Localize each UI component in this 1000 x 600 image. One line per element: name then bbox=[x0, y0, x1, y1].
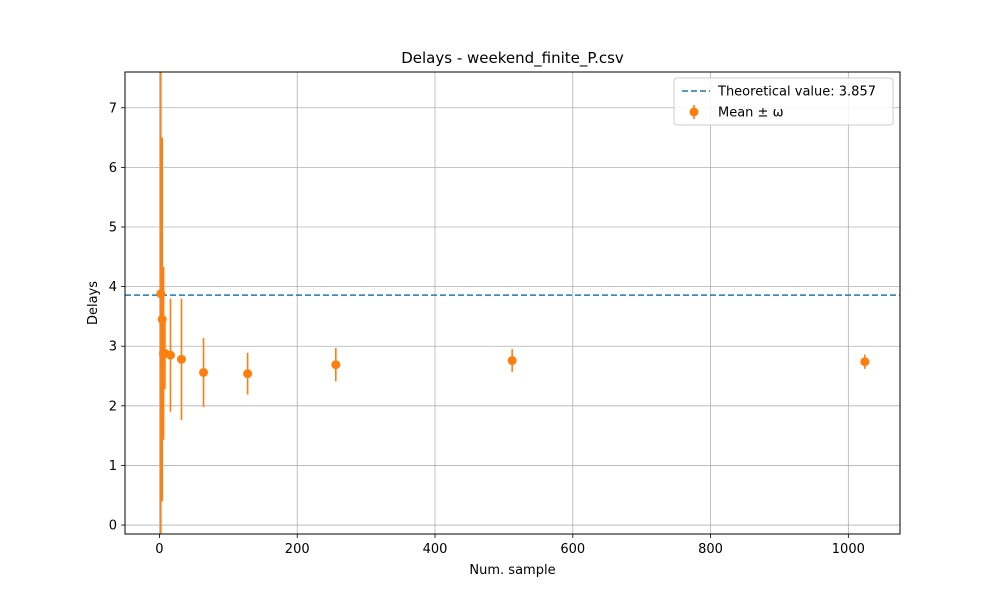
chart-title: Delays - weekend_finite_P.csv bbox=[401, 49, 624, 68]
legend-box bbox=[673, 77, 894, 126]
data-point bbox=[176, 354, 186, 364]
legend: Theoretical value: 3.857 Mean ± ω bbox=[673, 77, 894, 126]
legend-series-label: Mean ± ω bbox=[718, 106, 783, 121]
x-tick-label: 1000 bbox=[832, 542, 865, 557]
x-tick-label: 200 bbox=[285, 542, 310, 557]
y-axis-label: Delays bbox=[86, 281, 101, 325]
grid-lines bbox=[125, 72, 900, 534]
legend-series-marker-swatch bbox=[689, 107, 699, 117]
x-axis-label: Num. sample bbox=[469, 563, 555, 578]
data-points-group bbox=[156, 72, 870, 534]
data-point bbox=[860, 357, 870, 367]
y-axis-ticks: 0 1 2 3 4 5 6 7 bbox=[109, 101, 125, 534]
y-tick-label: 1 bbox=[109, 459, 117, 474]
y-tick-label: 5 bbox=[109, 220, 117, 235]
plot-frame bbox=[124, 71, 901, 535]
data-point bbox=[331, 360, 341, 370]
legend-reference-label: Theoretical value: 3.857 bbox=[717, 85, 876, 100]
x-axis-ticks: 0 200 400 600 800 1000 bbox=[155, 534, 865, 557]
data-point bbox=[243, 369, 253, 379]
x-tick-label: 800 bbox=[698, 542, 723, 557]
data-point bbox=[507, 356, 517, 366]
y-tick-label: 7 bbox=[109, 101, 117, 116]
x-tick-label: 600 bbox=[560, 542, 585, 557]
x-tick-label: 0 bbox=[155, 542, 163, 557]
y-tick-label: 4 bbox=[109, 280, 117, 295]
data-point bbox=[199, 367, 209, 377]
x-tick-label: 400 bbox=[423, 542, 448, 557]
data-point bbox=[165, 350, 175, 360]
y-tick-label: 3 bbox=[109, 340, 117, 355]
y-tick-label: 0 bbox=[109, 519, 117, 534]
y-tick-label: 6 bbox=[109, 161, 117, 176]
y-tick-label: 2 bbox=[109, 399, 117, 414]
